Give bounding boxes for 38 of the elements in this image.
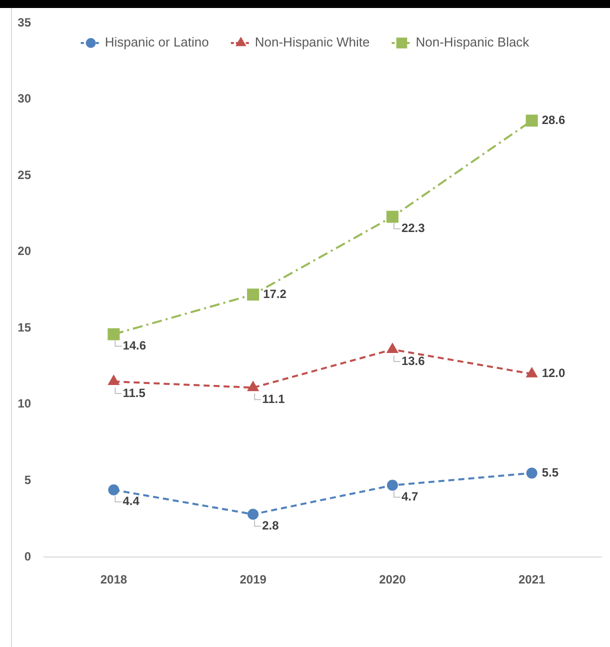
legend-label: Hispanic or Latino [104,34,209,50]
point [247,380,260,392]
point [526,468,538,479]
data-label: 4.7 [401,490,418,504]
y-tick-label: 25 [18,168,32,182]
x-tick-label: 2020 [379,572,406,587]
data-label: 14.6 [122,338,146,353]
point [247,288,260,301]
point [526,114,538,127]
y-tick-label: 35 [18,15,32,30]
data-label: 13.6 [401,354,426,368]
data-label: 2.8 [262,518,280,533]
data-label: 12.0 [542,366,566,380]
data-label: 4.4 [122,494,140,508]
point [108,484,120,496]
point [386,210,398,223]
data-label: 11.1 [262,392,286,406]
y-tick-label: 0 [24,549,32,564]
legend-label: Non-Hispanic White [254,34,370,50]
y-tick-label: 10 [18,396,32,411]
data-label: 17.2 [263,286,287,301]
x-tick-label: 2021 [518,572,546,587]
data-label: 5.5 [542,465,559,480]
y-tick-label: 5 [24,473,32,488]
point [386,342,398,354]
legend-label: Non-Hispanic Black [416,34,530,50]
point [108,328,120,340]
y-tick-label: 15 [18,320,32,334]
y-tick-label: 20 [18,244,32,258]
x-tick-label: 2019 [240,572,267,587]
point [386,480,398,491]
x-tick-label: 2018 [100,572,128,587]
data-label: 22.3 [401,221,426,236]
data-label: 28.6 [542,112,566,127]
data-label: 11.5 [122,386,146,400]
point [108,374,120,386]
point [248,508,259,520]
y-tick-label: 30 [18,92,32,106]
